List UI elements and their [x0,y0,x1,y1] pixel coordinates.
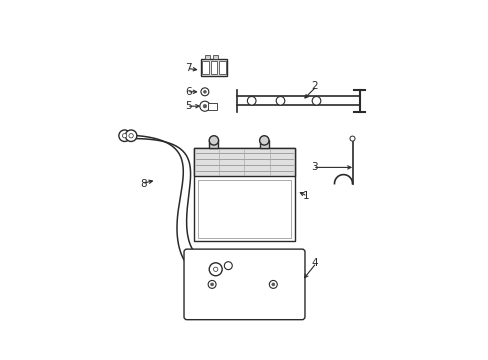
Circle shape [209,263,222,276]
Text: 2: 2 [311,81,317,91]
Bar [213,55,218,59]
Text: 3: 3 [311,162,317,172]
Circle shape [125,130,137,141]
Text: 4: 4 [311,258,317,268]
Circle shape [203,104,206,108]
Circle shape [119,130,130,141]
Text: 7: 7 [185,63,192,73]
Bar [197,180,291,238]
Circle shape [209,136,218,145]
Circle shape [259,136,268,145]
Circle shape [200,101,209,111]
Circle shape [129,134,133,138]
Text: 8: 8 [140,179,147,189]
Circle shape [269,280,277,288]
Text: 1: 1 [302,191,308,201]
Circle shape [208,280,216,288]
Bar [202,61,208,74]
Circle shape [311,96,320,105]
Bar [208,103,217,110]
Circle shape [122,134,126,138]
Bar [194,148,294,176]
Circle shape [203,90,206,93]
Circle shape [224,262,232,270]
FancyBboxPatch shape [183,249,305,320]
Circle shape [271,283,274,286]
Text: 6: 6 [185,87,192,97]
Circle shape [349,136,354,141]
Bar [204,55,209,59]
Bar [210,61,217,74]
Circle shape [247,96,256,105]
Text: 5: 5 [185,101,192,111]
Bar [201,59,226,76]
Bar [219,61,225,74]
Bar [209,140,218,148]
Bar [259,140,268,148]
Circle shape [210,283,213,286]
Circle shape [276,96,284,105]
Circle shape [201,88,208,96]
Bar [194,148,294,241]
Circle shape [213,267,218,271]
